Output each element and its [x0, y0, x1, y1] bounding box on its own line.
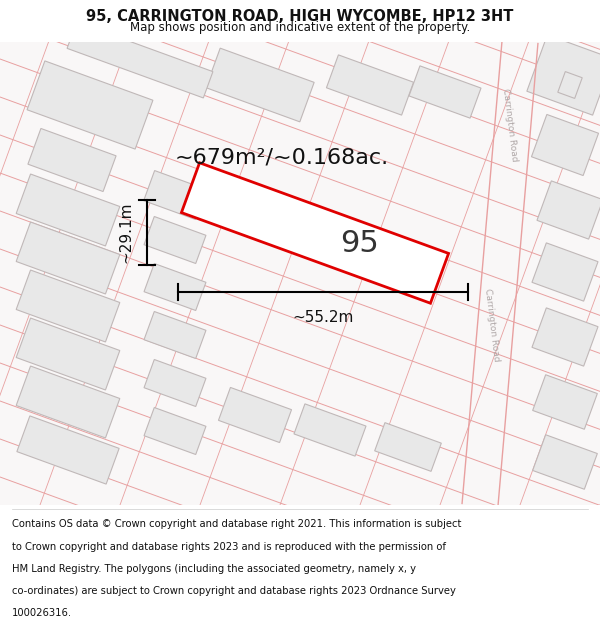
Polygon shape — [326, 55, 413, 115]
Polygon shape — [27, 61, 153, 149]
Text: Map shows position and indicative extent of the property.: Map shows position and indicative extent… — [130, 21, 470, 34]
Polygon shape — [558, 72, 582, 98]
Text: 95, CARRINGTON ROAD, HIGH WYCOMBE, HP12 3HT: 95, CARRINGTON ROAD, HIGH WYCOMBE, HP12 … — [86, 9, 514, 24]
Polygon shape — [144, 264, 206, 311]
Polygon shape — [206, 48, 314, 122]
Polygon shape — [532, 114, 599, 176]
Polygon shape — [17, 416, 119, 484]
Polygon shape — [16, 174, 120, 246]
Polygon shape — [144, 216, 206, 264]
Polygon shape — [533, 375, 598, 429]
Polygon shape — [527, 35, 600, 115]
Text: Contains OS data © Crown copyright and database right 2021. This information is : Contains OS data © Crown copyright and d… — [12, 519, 461, 529]
Text: Carrington Road: Carrington Road — [501, 88, 519, 162]
Text: HM Land Registry. The polygons (including the associated geometry, namely x, y: HM Land Registry. The polygons (includin… — [12, 564, 416, 574]
Text: co-ordinates) are subject to Crown copyright and database rights 2023 Ordnance S: co-ordinates) are subject to Crown copyr… — [12, 586, 456, 596]
Text: ~679m²/~0.168ac.: ~679m²/~0.168ac. — [175, 147, 389, 167]
Polygon shape — [16, 222, 120, 294]
Polygon shape — [143, 171, 206, 219]
Polygon shape — [16, 270, 120, 342]
Polygon shape — [144, 359, 206, 406]
Text: 100026316.: 100026316. — [12, 608, 72, 618]
Text: 95: 95 — [341, 229, 379, 258]
Text: Carrington Road: Carrington Road — [483, 288, 501, 362]
Text: ~29.1m: ~29.1m — [118, 202, 133, 263]
Polygon shape — [218, 388, 292, 442]
Polygon shape — [67, 22, 213, 98]
Polygon shape — [374, 422, 442, 471]
Text: to Crown copyright and database rights 2023 and is reproduced with the permissio: to Crown copyright and database rights 2… — [12, 542, 446, 552]
Polygon shape — [16, 366, 120, 438]
Polygon shape — [144, 311, 206, 359]
Polygon shape — [16, 318, 120, 390]
Polygon shape — [537, 181, 600, 239]
Polygon shape — [409, 66, 481, 118]
Polygon shape — [294, 404, 366, 456]
Polygon shape — [181, 162, 449, 303]
Text: ~55.2m: ~55.2m — [292, 310, 353, 325]
Text: Contains OS data © Crown copyright and database right 2021. This information is : Contains OS data © Crown copyright and d… — [0, 624, 1, 625]
Polygon shape — [28, 129, 116, 191]
Polygon shape — [532, 308, 598, 366]
Polygon shape — [144, 408, 206, 454]
Polygon shape — [533, 435, 598, 489]
Polygon shape — [532, 243, 598, 301]
